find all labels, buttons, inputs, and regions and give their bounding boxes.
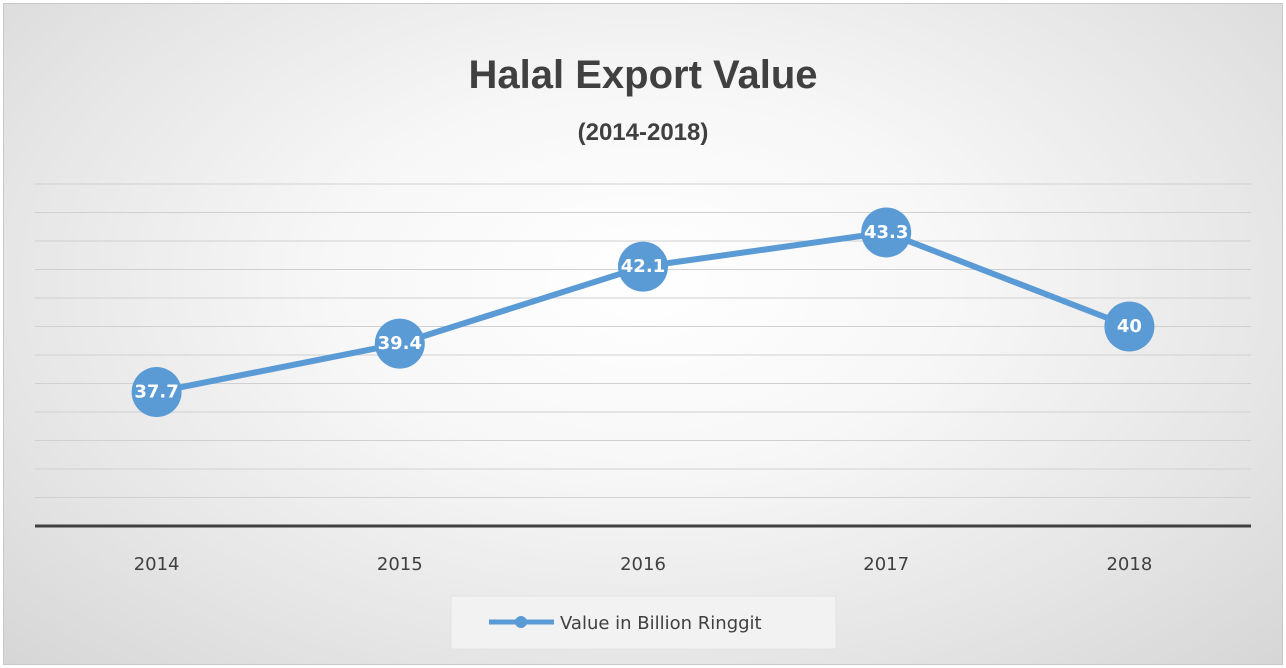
x-tick-label-2014: 2014 [134, 554, 180, 575]
gridlines [35, 183, 1251, 498]
x-tick-label-2018: 2018 [1106, 554, 1152, 575]
x-tick-label-2015: 2015 [377, 554, 423, 575]
data-point-2015 [374, 318, 425, 369]
chart-subtitle: (2014-2018) [578, 119, 709, 146]
data-point-2016 [618, 241, 668, 292]
data-label-2017: 43.3 [864, 222, 908, 243]
data-label-2015: 39.4 [378, 333, 422, 354]
legend: Value in Billion Ringgit [450, 595, 837, 650]
x-tick-label-2016: 2016 [620, 554, 666, 575]
data-point-2018 [1104, 301, 1155, 352]
data-label-2016: 42.1 [621, 256, 665, 277]
data-label-2018: 40 [1117, 316, 1142, 337]
line-chart: Halal Export Value (2014-2018) 2014 2015 2… [35, 53, 1251, 650]
data-point-2014 [131, 367, 182, 418]
chart-area: Halal Export Value (2014-2018) 2014 2015 2… [3, 3, 1283, 665]
x-axis-tick-labels: 2014 2015 2016 2017 2018 [134, 554, 1153, 575]
data-points: 37.7 39.4 42.1 43.3 40 [131, 207, 1155, 418]
legend-entry: Value in Billion Ringgit [560, 613, 762, 634]
chart-title: Halal Export Value [468, 53, 817, 97]
data-point-2017 [861, 207, 912, 258]
data-label-2014: 37.7 [134, 382, 178, 403]
legend-marker-swatch [515, 616, 527, 628]
x-tick-label-2017: 2017 [863, 554, 909, 575]
